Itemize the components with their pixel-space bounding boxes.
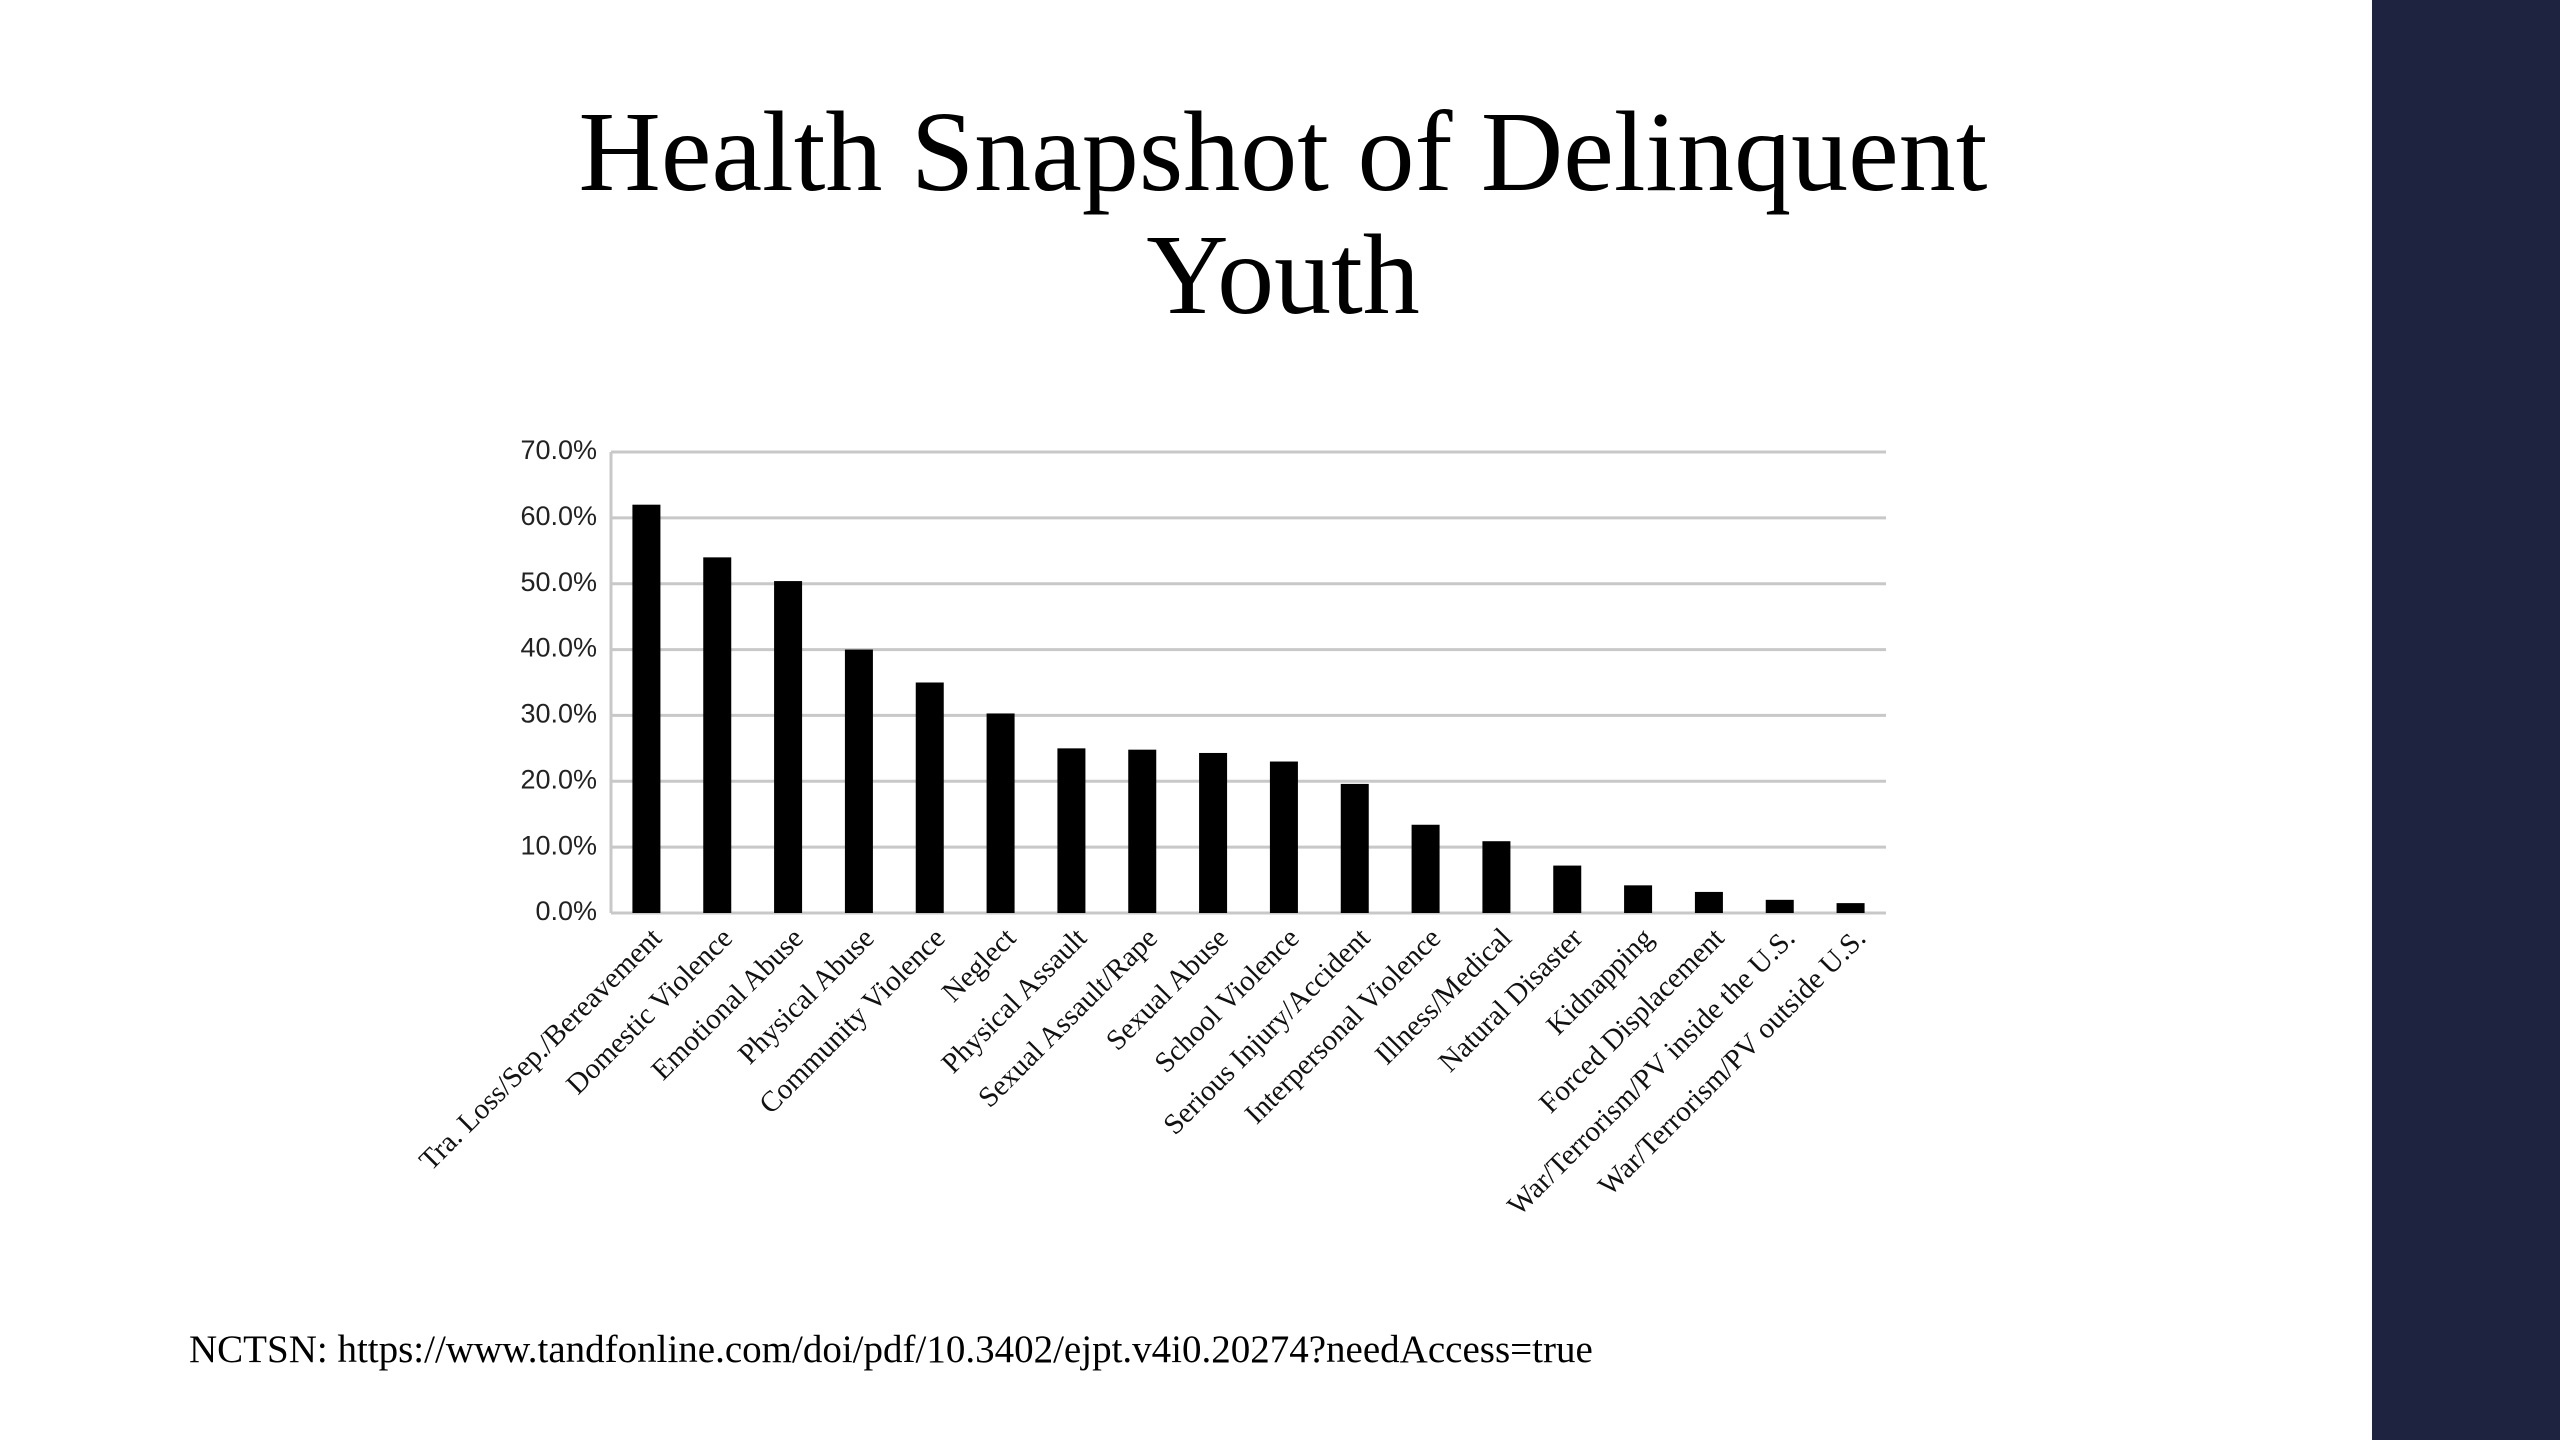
y-tick-label: 30.0%: [520, 699, 597, 729]
bar: [1411, 824, 1440, 913]
bar: [1624, 885, 1653, 913]
bar: [703, 557, 732, 913]
bar: [1057, 748, 1086, 913]
bar: [986, 713, 1015, 913]
y-tick-label: 40.0%: [520, 633, 597, 663]
bar: [632, 504, 661, 913]
bar: [1482, 841, 1511, 913]
y-tick-label: 50.0%: [520, 567, 597, 597]
bar: [1128, 749, 1157, 913]
plot: 0.0%10.0%20.0%30.0%40.0%50.0%60.0%70.0%T…: [413, 435, 1886, 1222]
y-tick-label: 20.0%: [520, 764, 597, 794]
bar: [1340, 783, 1369, 913]
bar: [844, 649, 873, 913]
bar: [1553, 865, 1582, 913]
bar: [1765, 899, 1794, 913]
title-line: Youth: [1146, 211, 1420, 338]
chart-title: Health Snapshot of Delinquent Youth: [579, 88, 1988, 338]
y-tick-label: 0.0%: [535, 896, 597, 926]
title-line: Health Snapshot of Delinquent: [579, 88, 1988, 215]
bar: [1836, 903, 1865, 913]
y-tick-label: 60.0%: [520, 501, 597, 531]
bar: [1199, 752, 1228, 913]
y-tick-label: 70.0%: [520, 435, 597, 465]
y-tick-label: 10.0%: [520, 830, 597, 860]
bar: [1694, 891, 1723, 913]
side-panel: [2372, 0, 2560, 1440]
bar: [915, 682, 944, 913]
source-note: NCTSN: https://www.tandfonline.com/doi/p…: [189, 1328, 1593, 1371]
bar: [774, 581, 803, 913]
bar: [1269, 761, 1298, 913]
